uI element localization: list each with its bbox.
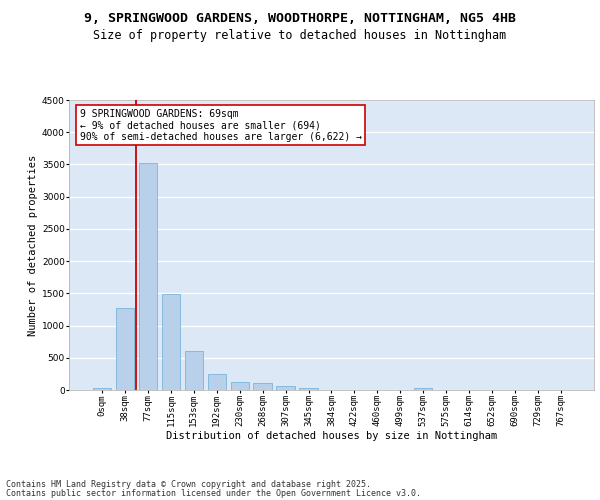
Bar	[208, 374, 226, 390]
Bar	[299, 388, 318, 390]
Bar	[185, 352, 203, 390]
Bar	[139, 162, 157, 390]
Text: 9 SPRINGWOOD GARDENS: 69sqm
← 9% of detached houses are smaller (694)
90% of sem: 9 SPRINGWOOD GARDENS: 69sqm ← 9% of deta…	[79, 108, 361, 142]
Y-axis label: Number of detached properties: Number of detached properties	[28, 154, 38, 336]
Bar	[93, 388, 111, 390]
Bar	[116, 308, 134, 390]
X-axis label: Distribution of detached houses by size in Nottingham: Distribution of detached houses by size …	[166, 430, 497, 440]
Bar	[230, 382, 249, 390]
Text: 9, SPRINGWOOD GARDENS, WOODTHORPE, NOTTINGHAM, NG5 4HB: 9, SPRINGWOOD GARDENS, WOODTHORPE, NOTTI…	[84, 12, 516, 26]
Bar	[277, 386, 295, 390]
Text: Contains public sector information licensed under the Open Government Licence v3: Contains public sector information licen…	[6, 490, 421, 498]
Bar	[253, 383, 272, 390]
Text: Size of property relative to detached houses in Nottingham: Size of property relative to detached ho…	[94, 29, 506, 42]
Bar	[162, 294, 180, 390]
Bar	[414, 388, 433, 390]
Text: Contains HM Land Registry data © Crown copyright and database right 2025.: Contains HM Land Registry data © Crown c…	[6, 480, 371, 489]
